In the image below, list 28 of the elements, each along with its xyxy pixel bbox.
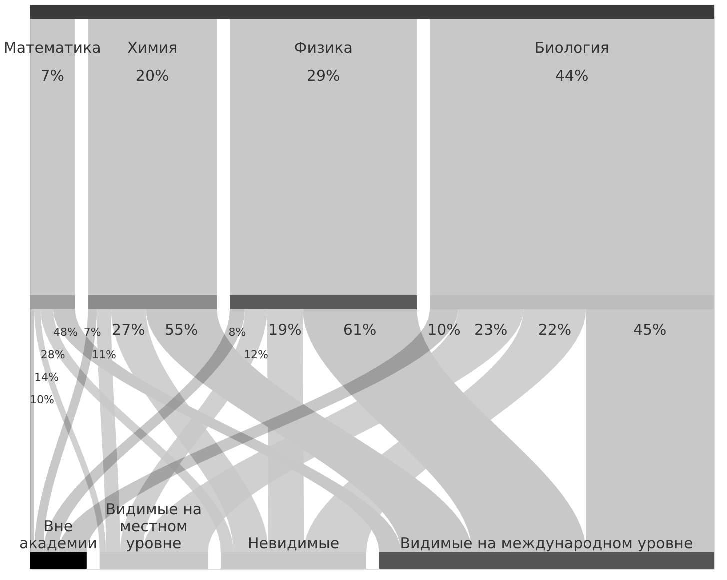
data-label: 45% — [633, 320, 667, 339]
data-label: 14% — [34, 370, 59, 384]
series-label: Вне академии — [20, 518, 98, 553]
category-label: Биология — [534, 38, 610, 57]
data-label: 22% — [538, 320, 572, 339]
data-label: 27% — [112, 320, 146, 339]
data-label: 11% — [92, 348, 116, 362]
data-label: 12% — [244, 348, 268, 362]
data-label: 8% — [228, 326, 246, 339]
data-label: 48% — [53, 326, 78, 339]
category-label: Химия — [128, 38, 178, 57]
data-label: 7% — [40, 66, 64, 85]
data-label: 7% — [84, 326, 102, 339]
series-label: Видимые на местном уровне — [106, 500, 202, 553]
data-label: 44% — [555, 66, 589, 85]
data-label: 19% — [268, 320, 302, 339]
series-label: Невидимые — [248, 534, 340, 553]
data-label: 29% — [306, 66, 340, 85]
data-label: 10% — [428, 320, 461, 339]
data-label: 61% — [343, 320, 377, 339]
data-label: 23% — [474, 320, 508, 339]
data-label: 10% — [30, 393, 54, 406]
category-label: Физика — [294, 38, 353, 57]
data-label: 20% — [136, 66, 170, 85]
series-label: Видимые на международном уровне — [400, 534, 694, 553]
category-label: Математика — [4, 38, 102, 57]
data-label: 55% — [164, 320, 198, 339]
data-label: 28% — [40, 348, 66, 362]
